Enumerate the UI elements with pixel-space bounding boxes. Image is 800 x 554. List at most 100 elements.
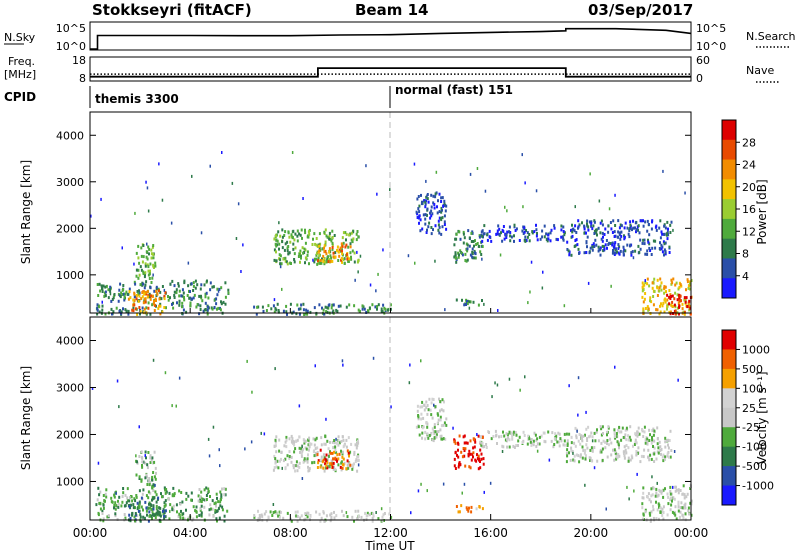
- echo-cell: [189, 304, 192, 308]
- echo-cell: [574, 224, 577, 228]
- echo-cell: [341, 249, 343, 253]
- echo-cell: [148, 247, 151, 251]
- echo-cell: [441, 208, 443, 212]
- echo-cell: [674, 513, 677, 517]
- echo-cell: [141, 306, 144, 310]
- echo-cell: [275, 465, 278, 469]
- echo-cell: [181, 305, 183, 309]
- echo-cell: [477, 303, 480, 307]
- echo-cell: [128, 290, 131, 294]
- echo-cell: [286, 312, 288, 316]
- echo-cell: [485, 443, 488, 446]
- echo-cell: [472, 455, 474, 459]
- echo-cell: [585, 251, 588, 254]
- echo-cell: [684, 512, 687, 516]
- echo-cell: [579, 442, 582, 446]
- echo-cell: [273, 454, 276, 458]
- echo-cell: [296, 469, 299, 473]
- echo-cell: [611, 251, 614, 255]
- echo-cell: [360, 515, 363, 519]
- echo-cell: [291, 440, 293, 444]
- echo-cell: [668, 251, 671, 254]
- echo-cell: [689, 287, 691, 291]
- echo-cell: [284, 466, 287, 470]
- echo-cell: [470, 505, 473, 509]
- echo-cell: [426, 425, 429, 429]
- echo-cell: [644, 279, 646, 283]
- echo-cell: [214, 510, 217, 514]
- echo-cell: [480, 457, 483, 461]
- echo-cell: [436, 421, 439, 425]
- echo-cell: [100, 197, 102, 201]
- echo-cell: [359, 254, 362, 258]
- echo-cell: [472, 437, 475, 441]
- echo-cell: [164, 291, 167, 295]
- echo-cell: [612, 249, 614, 252]
- echo-cell: [137, 299, 140, 303]
- echo-cell: [155, 304, 157, 308]
- echo-cell: [685, 296, 688, 300]
- nave-tick-bottom: 0: [696, 72, 703, 85]
- echo-cell: [669, 455, 672, 459]
- echo-cell: [425, 406, 428, 410]
- echo-cell: [325, 514, 328, 518]
- echo-cell: [320, 458, 322, 462]
- echo-cell: [325, 310, 328, 314]
- echo-cell: [556, 238, 559, 242]
- echo-cell: [527, 434, 530, 438]
- echo-cell: [300, 447, 303, 451]
- echo-cell: [653, 277, 656, 281]
- echo-cell: [408, 381, 411, 385]
- echo-cell: [648, 511, 651, 515]
- echo-cell: [320, 261, 323, 265]
- echo-cell: [173, 296, 176, 299]
- echo-cell: [636, 472, 638, 476]
- echo-cell: [253, 514, 256, 517]
- echo-cell: [471, 252, 474, 255]
- echo-cell: [635, 230, 637, 234]
- echo-cell: [342, 241, 345, 245]
- echo-cell: [143, 275, 146, 279]
- echo-cell: [583, 251, 586, 255]
- echo-cell: [572, 451, 574, 455]
- echo-cell: [646, 437, 649, 441]
- echo-cell: [328, 303, 331, 307]
- echo-cell: [599, 221, 602, 225]
- echo-cell: [150, 256, 153, 260]
- echo-cell: [169, 503, 172, 507]
- echo-cell: [524, 375, 526, 379]
- echo-cell: [641, 502, 644, 506]
- echo-cell: [479, 250, 482, 254]
- echo-cell: [279, 254, 282, 258]
- echo-cell: [550, 439, 553, 443]
- echo-cell: [442, 423, 445, 427]
- echo-cell: [301, 449, 304, 453]
- echo-cell: [192, 284, 195, 288]
- echo-cell: [381, 515, 384, 519]
- echo-cell: [650, 457, 653, 461]
- echo-cell: [144, 262, 147, 266]
- echo-cell: [420, 482, 422, 486]
- echo-cell: [304, 228, 306, 232]
- echo-cell: [96, 498, 99, 502]
- echo-cell: [424, 222, 427, 226]
- echo-cell: [123, 504, 126, 508]
- echo-cell: [178, 489, 181, 493]
- echo-cell: [299, 450, 301, 454]
- echo-cell: [322, 254, 325, 258]
- echo-cell: [154, 261, 157, 265]
- beam-title: Beam 14: [355, 1, 428, 19]
- echo-cell: [150, 252, 153, 256]
- echo-cell: [462, 435, 465, 439]
- echo-cell: [332, 309, 335, 313]
- echo-cell: [296, 438, 299, 442]
- echo-cell: [323, 257, 326, 260]
- echo-cell: [566, 442, 569, 446]
- echo-cell: [155, 285, 158, 289]
- echo-cell: [581, 456, 584, 460]
- echo-cell: [341, 236, 344, 240]
- echo-cell: [462, 232, 465, 236]
- echo-cell: [227, 288, 230, 292]
- echo-cell: [145, 506, 148, 510]
